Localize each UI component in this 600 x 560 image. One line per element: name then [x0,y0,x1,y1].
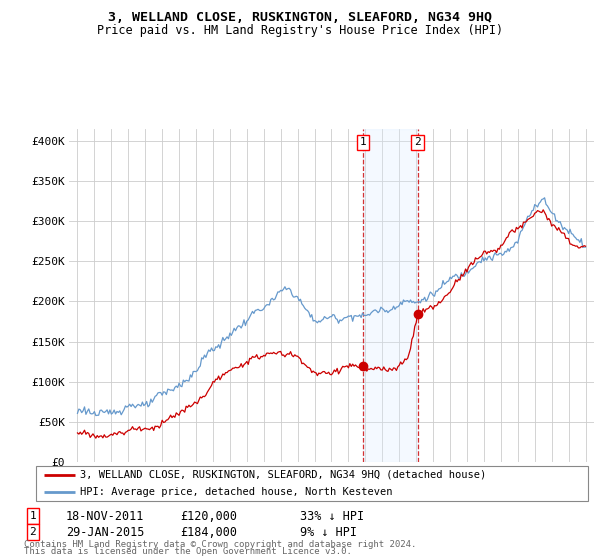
Text: 3, WELLAND CLOSE, RUSKINGTON, SLEAFORD, NG34 9HQ (detached house): 3, WELLAND CLOSE, RUSKINGTON, SLEAFORD, … [80,470,487,480]
Text: 9% ↓ HPI: 9% ↓ HPI [300,525,357,539]
Bar [364,129,418,462]
Text: This data is licensed under the Open Government Licence v3.0.: This data is licensed under the Open Gov… [24,548,352,557]
Text: 29-JAN-2015: 29-JAN-2015 [66,525,145,539]
Text: £184,000: £184,000 [180,525,237,539]
Text: £120,000: £120,000 [180,510,237,523]
Text: HPI: Average price, detached house, North Kesteven: HPI: Average price, detached house, Nort… [80,487,392,497]
Text: 33% ↓ HPI: 33% ↓ HPI [300,510,364,523]
Text: 1: 1 [29,511,37,521]
Text: 2: 2 [414,137,421,147]
Text: 1: 1 [360,137,367,147]
Text: 18-NOV-2011: 18-NOV-2011 [66,510,145,523]
Text: Contains HM Land Registry data © Crown copyright and database right 2024.: Contains HM Land Registry data © Crown c… [24,540,416,549]
FancyBboxPatch shape [36,466,588,501]
Text: 3, WELLAND CLOSE, RUSKINGTON, SLEAFORD, NG34 9HQ: 3, WELLAND CLOSE, RUSKINGTON, SLEAFORD, … [108,11,492,24]
Text: Price paid vs. HM Land Registry's House Price Index (HPI): Price paid vs. HM Land Registry's House … [97,24,503,37]
Text: 2: 2 [29,527,37,537]
